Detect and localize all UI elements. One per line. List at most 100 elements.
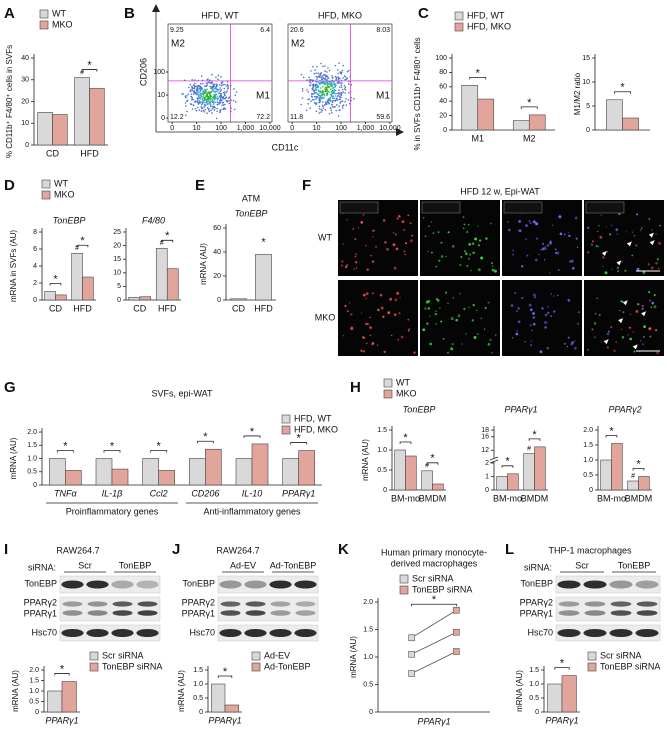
signal-dot: [633, 350, 636, 353]
y-tick-label: 0: [35, 709, 39, 716]
event-dot: [192, 93, 195, 95]
signal-dot: [383, 350, 386, 354]
event-dot: [324, 76, 327, 78]
event-dot: [321, 90, 324, 93]
event-dot: [337, 82, 340, 84]
signal-dot: [618, 213, 621, 216]
signal-dot: [592, 240, 594, 243]
significance-bracket: [520, 106, 538, 109]
signal-dot: [459, 263, 462, 267]
x-tick-label: 10,000: [379, 125, 401, 132]
signal-dot: [643, 325, 647, 328]
event-dot: [226, 90, 228, 92]
event-dot: [186, 95, 188, 97]
blot-strip: [59, 624, 161, 642]
pair-line: [411, 631, 457, 655]
band-label: Hsc70: [527, 627, 553, 637]
signal-dot: [567, 336, 570, 339]
x-tick-label: CD: [49, 303, 62, 313]
event-dot: [338, 86, 341, 88]
event-dot: [335, 78, 337, 81]
event-dot: [224, 94, 226, 97]
chart-subtitle: F4/80: [142, 215, 165, 225]
signal-dot: [450, 347, 454, 351]
bar: [432, 483, 444, 491]
event-dot: [336, 82, 339, 85]
bar: [82, 276, 94, 301]
signal-dot: [556, 294, 559, 297]
signal-dot: [405, 242, 407, 244]
band: [220, 601, 241, 607]
event-dot: [330, 109, 333, 112]
event-dot: [210, 87, 213, 90]
event-dot: [317, 81, 320, 84]
significance-mark: *: [80, 235, 85, 247]
event-dot: [193, 91, 195, 94]
bar: [95, 458, 113, 486]
event-dot: [227, 97, 230, 100]
bar: [255, 254, 272, 301]
event-dot: [310, 70, 312, 72]
event-dot: [318, 99, 321, 102]
bar: [523, 453, 535, 491]
event-dot: [312, 83, 315, 86]
signal-dot: [489, 338, 492, 341]
event-dot: [343, 75, 346, 77]
signal-dot: [489, 222, 492, 225]
signal-dot: [651, 301, 655, 305]
event-dot: [333, 88, 336, 91]
signal-dot: [348, 302, 351, 304]
signal-dot: [477, 225, 479, 228]
signal-dot: [543, 259, 546, 261]
event-dot: [307, 91, 310, 93]
event-dot: [200, 103, 203, 106]
significance-mark: *: [532, 429, 537, 441]
x-tick-label: CD: [46, 148, 59, 158]
event-dot: [209, 103, 212, 105]
signal-dot: [648, 218, 651, 220]
event-dot: [341, 69, 344, 72]
signal-dot: [440, 255, 444, 258]
event-dot: [220, 94, 223, 97]
y-tick-label: 1.5: [27, 442, 37, 449]
signal-dot: [554, 248, 557, 251]
event-dot: [333, 83, 335, 85]
event-dot: [206, 94, 209, 97]
signal-dot: [546, 311, 550, 315]
event-dot: [195, 109, 198, 112]
event-dot: [320, 97, 323, 100]
signal-dot: [432, 232, 435, 235]
signal-dot: [597, 230, 599, 233]
y-tick-label: 60: [213, 225, 221, 232]
x-tick-label: 100: [335, 125, 347, 132]
signal-dot: [616, 266, 620, 269]
event-dot: [325, 103, 328, 106]
event-dot: [318, 112, 321, 114]
event-dot: [208, 110, 211, 113]
event-dot: [306, 89, 308, 91]
y-tick-label: 5: [117, 283, 121, 290]
signal-dot: [605, 226, 607, 228]
band: [584, 601, 606, 607]
x-tick-label: HFD: [158, 303, 177, 313]
event-dot: [209, 85, 211, 88]
signal-dot: [403, 250, 406, 253]
band: [136, 580, 159, 589]
event-dot: [326, 99, 329, 101]
event-dot: [195, 88, 198, 91]
y-tick-label: 2: [485, 460, 489, 467]
y-axis-label: % in SVFs CD11b⁺ F4/80⁺ cells: [413, 37, 422, 150]
y-axis-label: mRNA (AU): [9, 437, 18, 479]
band: [295, 601, 316, 607]
event-dot: [226, 100, 229, 103]
signal-dot: [371, 260, 375, 263]
chart-title: derived macrophages: [391, 558, 478, 568]
event-dot: [202, 109, 205, 112]
y-tick-label: 0: [33, 482, 37, 489]
event-dot: [341, 100, 344, 103]
band: [294, 629, 317, 637]
y-tick-label: 1.5: [583, 442, 593, 449]
event-dot: [350, 84, 353, 86]
event-dot: [199, 102, 201, 105]
event-dot: [317, 89, 320, 91]
